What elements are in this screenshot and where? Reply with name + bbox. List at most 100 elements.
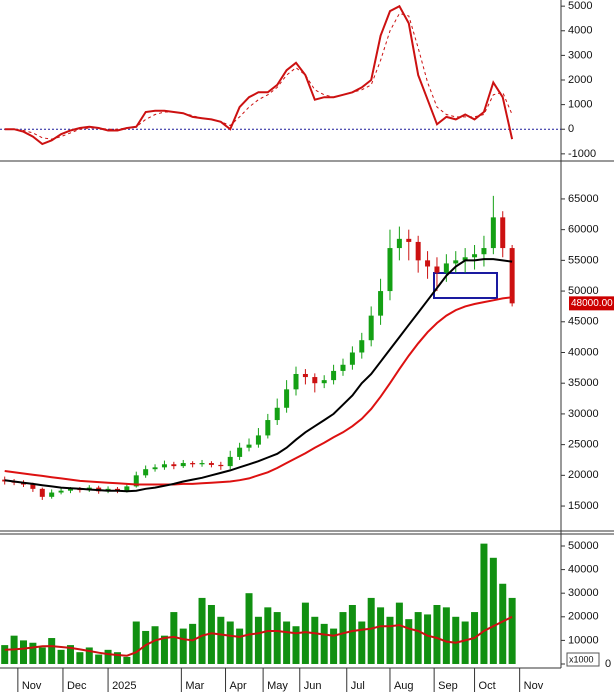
y-tick-label: 20000 — [568, 469, 599, 481]
volume-bar — [377, 607, 385, 664]
candle-body — [321, 380, 327, 384]
volume-bar — [1, 645, 9, 664]
y-tick-label: 30000 — [568, 587, 599, 599]
line-series — [4, 615, 513, 657]
x-tick-label: Sep — [438, 680, 458, 692]
volume-bar — [405, 619, 413, 664]
volume-bar — [142, 630, 150, 664]
x-tick-label: Apr — [230, 680, 247, 692]
y-tick-label: 15000 — [568, 500, 599, 512]
volume-bar — [179, 628, 187, 664]
highlight-box — [433, 272, 498, 299]
y-tick-label: 55000 — [568, 254, 599, 266]
volume-bar — [29, 642, 37, 664]
x-tick-label: Aug — [394, 680, 414, 692]
candle-body — [481, 248, 487, 255]
x-tick-label: May — [267, 680, 288, 692]
y-tick-label: 50000 — [568, 540, 599, 552]
volume-bar — [339, 612, 347, 664]
candle-body — [190, 463, 196, 465]
volume-bar — [254, 616, 262, 664]
volume-bar — [264, 607, 272, 664]
y-tick-label: 40000 — [568, 346, 599, 358]
candle-body — [171, 464, 177, 467]
candle-body — [472, 254, 478, 258]
candle-body — [218, 464, 224, 467]
volume-bar — [57, 649, 65, 664]
volume-bar — [76, 652, 84, 664]
volume-bar — [85, 647, 93, 664]
volume-bar — [198, 597, 206, 664]
candle-body — [425, 260, 431, 267]
candle-body — [340, 364, 346, 371]
x-tick-label: Jun — [304, 680, 322, 692]
volume-bar — [395, 602, 403, 664]
candle-body — [312, 377, 318, 384]
price-label-box — [569, 296, 614, 311]
price-label: 48000.00 — [571, 298, 613, 309]
y-tick-label: 10000 — [568, 634, 599, 646]
volume-bar — [311, 616, 319, 664]
volume-bar — [217, 616, 225, 664]
candle-body — [255, 435, 261, 445]
y-tick-label: 40000 — [568, 564, 599, 576]
volume-bar — [170, 612, 178, 664]
candle-body — [443, 263, 449, 273]
candle-body — [396, 238, 402, 249]
volume-bar — [452, 616, 460, 664]
volume-bar — [414, 612, 422, 664]
volume-bar — [226, 621, 234, 664]
candle-body — [359, 340, 365, 353]
volume-bar — [123, 656, 131, 664]
volume-bar — [292, 626, 300, 664]
candle-body — [462, 257, 468, 261]
y-tick-label: 4000 — [568, 25, 592, 37]
candle-body — [274, 407, 280, 421]
candle-body — [124, 486, 130, 491]
candle-body — [133, 475, 139, 487]
candle-body — [180, 463, 186, 467]
candle-body — [500, 217, 506, 249]
volume-bar — [273, 612, 281, 664]
y-tick-label: 0 — [568, 123, 574, 135]
volume-bar — [442, 607, 450, 664]
volume-bar — [348, 604, 356, 664]
y-tick-label: 60000 — [568, 224, 599, 236]
candle-body — [378, 291, 384, 316]
volume-bar — [151, 626, 159, 664]
x-tick-label: Dec — [67, 680, 87, 692]
candle-body — [152, 467, 158, 470]
candle-body — [49, 492, 55, 497]
candle-body — [406, 238, 412, 242]
volume-bar — [320, 623, 328, 664]
candle-body — [302, 373, 308, 378]
volume-bar — [358, 621, 366, 664]
candle-body — [208, 463, 214, 465]
volume-bar — [330, 628, 338, 664]
y-tick-label: 1000 — [568, 99, 592, 111]
candle-body — [387, 248, 393, 292]
candle-body — [434, 266, 440, 273]
volume-bar — [132, 621, 140, 664]
y-tick-label: 30000 — [568, 408, 599, 420]
candle-body — [143, 469, 149, 476]
candle-body — [246, 444, 252, 448]
volume-bar — [386, 616, 394, 664]
volume-bar — [95, 654, 103, 664]
candle-body — [39, 488, 45, 497]
candle-body — [453, 260, 459, 264]
volume-bar — [245, 593, 253, 664]
y-tick-label: 35000 — [568, 377, 599, 389]
volume-bar — [461, 621, 469, 664]
candle-body — [349, 352, 355, 365]
y-tick-label: 25000 — [568, 439, 599, 451]
line-series — [4, 296, 513, 486]
candle-body — [331, 370, 337, 381]
unit-box — [566, 652, 600, 667]
candle-body — [58, 490, 64, 493]
volume-bar — [283, 621, 291, 664]
y-tick-label: 50000 — [568, 285, 599, 297]
candle-body — [67, 488, 73, 491]
